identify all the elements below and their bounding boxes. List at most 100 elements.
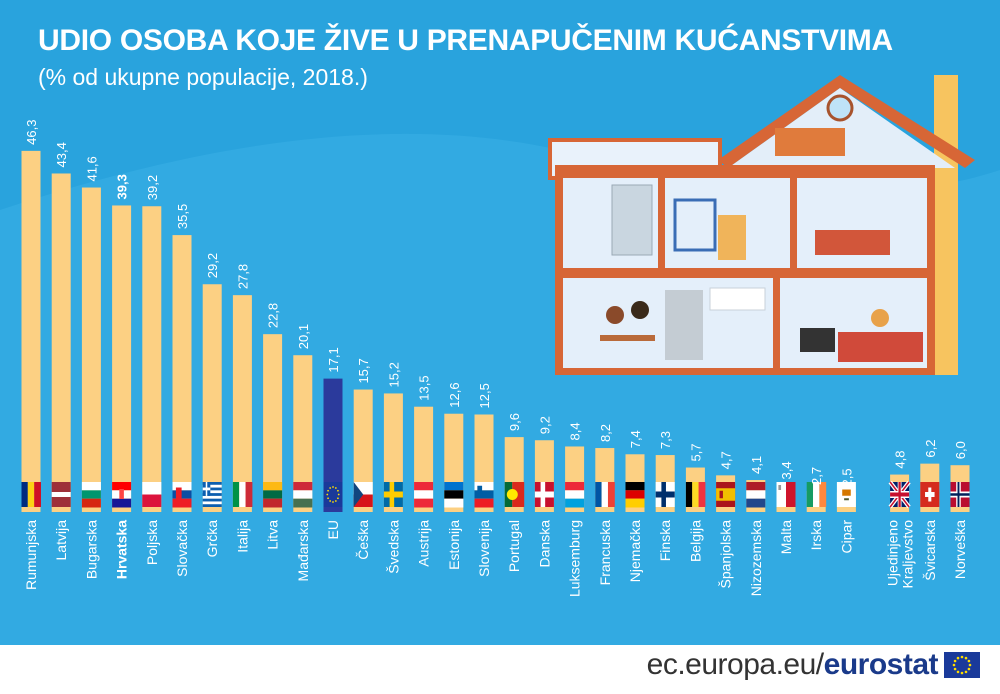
value-label: 15,2 [386, 362, 401, 387]
flag-slovakia-icon [172, 482, 192, 508]
value-label: 17,1 [326, 347, 341, 372]
flag-sweden-icon [383, 482, 403, 507]
flag-czechia-icon [353, 482, 373, 507]
category-label: Rumunjska [23, 520, 39, 590]
bed-icon [815, 230, 890, 255]
value-label: 9,2 [537, 416, 552, 434]
bar-eu [323, 378, 343, 512]
flag-denmark-icon [534, 482, 554, 507]
value-label: 4,7 [719, 451, 734, 469]
flag-poland-icon [142, 482, 162, 507]
flag-romania-icon [21, 482, 41, 507]
category-label: Švedska [385, 520, 401, 574]
shower-icon [611, 184, 653, 256]
value-label: 39,3 [115, 174, 130, 199]
category-label: EU [325, 520, 341, 539]
bar-italija [232, 295, 252, 512]
value-label: 2,7 [809, 467, 824, 485]
flag-luxembourg-icon [565, 482, 585, 508]
chart-subtitle: (% od ukupne populacije, 2018.) [38, 64, 368, 90]
category-label: Poljska [144, 520, 160, 565]
value-label: 2,5 [839, 468, 854, 486]
flag-eu-icon [323, 482, 343, 507]
bar-latvija [51, 173, 71, 513]
person-icon-2 [631, 301, 649, 319]
category-label: Češka [355, 520, 371, 560]
category-label: Norveška [952, 520, 968, 579]
house-illustration [548, 75, 975, 375]
value-label: 6,2 [923, 440, 938, 458]
flag-italy-icon [232, 482, 253, 507]
category-label: Irska [808, 520, 824, 551]
category-label: Latvija [53, 520, 69, 561]
round-window-icon [826, 94, 854, 122]
bookshelf-icon [718, 215, 746, 260]
flag-croatia-icon [112, 482, 132, 508]
footer-site-link[interactable]: ec.europa.eu/ [646, 648, 824, 681]
value-label: 15,7 [356, 358, 371, 383]
flag-switzerland-icon [920, 482, 940, 507]
category-label: Švicarska [922, 520, 938, 581]
bunk-bed-icon [673, 198, 717, 252]
flag-germany-icon [625, 482, 645, 508]
category-label: Slovačka [174, 520, 190, 577]
flag-spain-icon [716, 482, 736, 507]
value-label: 12,5 [477, 383, 492, 408]
bars-layer: 46,3 Rumunjska 43,4 Latvija 41,6 Bugarska 39,3… [21, 120, 970, 597]
chart-title: UDIO OSOBA KOJE ŽIVE U PRENAPUČENIM KUĆA… [38, 24, 893, 57]
bar-češka [353, 389, 373, 512]
category-label: Danska [536, 520, 552, 568]
couch-icon [838, 332, 923, 362]
bar-rumunjska [21, 150, 41, 513]
table-icon [600, 335, 655, 341]
bar-grčka [202, 284, 222, 512]
flag-austria-icon [414, 482, 434, 508]
value-label: 8,2 [598, 424, 613, 442]
bar-hrvatska [112, 205, 132, 512]
value-label: 43,4 [54, 142, 69, 167]
value-label: 9,6 [507, 413, 522, 431]
flag-hungary-icon [293, 482, 313, 508]
flag-latvia-icon [51, 482, 71, 507]
flag-cyprus-icon [836, 482, 856, 507]
category-label: Njemačka [627, 520, 643, 582]
value-label: 46,3 [24, 120, 39, 145]
value-label: 4,1 [749, 456, 764, 474]
flag-norway-icon [950, 482, 970, 507]
value-label: 39,2 [145, 175, 160, 200]
sofa-icon [775, 128, 845, 156]
flag-ireland-icon [806, 482, 827, 507]
value-label: 29,2 [205, 253, 220, 278]
category-label: Grčka [204, 520, 220, 558]
person-icon-3 [871, 309, 889, 327]
category-label: Slovenija [476, 520, 492, 577]
category-label: UjedinjenoKraljevstvo [885, 520, 916, 589]
category-label: Finska [657, 520, 673, 561]
flag-belgium-icon [685, 482, 706, 507]
bar-poljska [142, 206, 162, 513]
value-label: 12,6 [447, 382, 462, 407]
eu-flag-icon [944, 652, 980, 678]
category-label: Austrija [416, 520, 432, 567]
footer-brand[interactable]: eurostat [823, 648, 939, 681]
flag-portugal-icon [504, 482, 525, 507]
value-label: 13,5 [417, 375, 432, 400]
flag-malta-icon [776, 482, 796, 507]
value-label: 4,8 [893, 450, 908, 468]
bar-mađarska [293, 355, 313, 512]
category-label: Portugal [506, 520, 522, 572]
category-label: Nizozemska [748, 520, 764, 596]
flag-netherlands-icon [746, 482, 766, 508]
value-label: 27,8 [235, 264, 250, 289]
category-label: Litva [265, 520, 281, 550]
category-label: Francuska [597, 520, 613, 586]
category-label: Mađarska [295, 520, 311, 582]
value-label: 8,4 [568, 422, 583, 440]
chimney [934, 75, 958, 375]
flag-lithuania-icon [263, 482, 283, 508]
flag-uk-icon [888, 480, 911, 509]
category-label: Španjolska [718, 520, 734, 589]
footer-strip [0, 645, 1000, 694]
kitchen-cabinet-icon [709, 287, 766, 311]
